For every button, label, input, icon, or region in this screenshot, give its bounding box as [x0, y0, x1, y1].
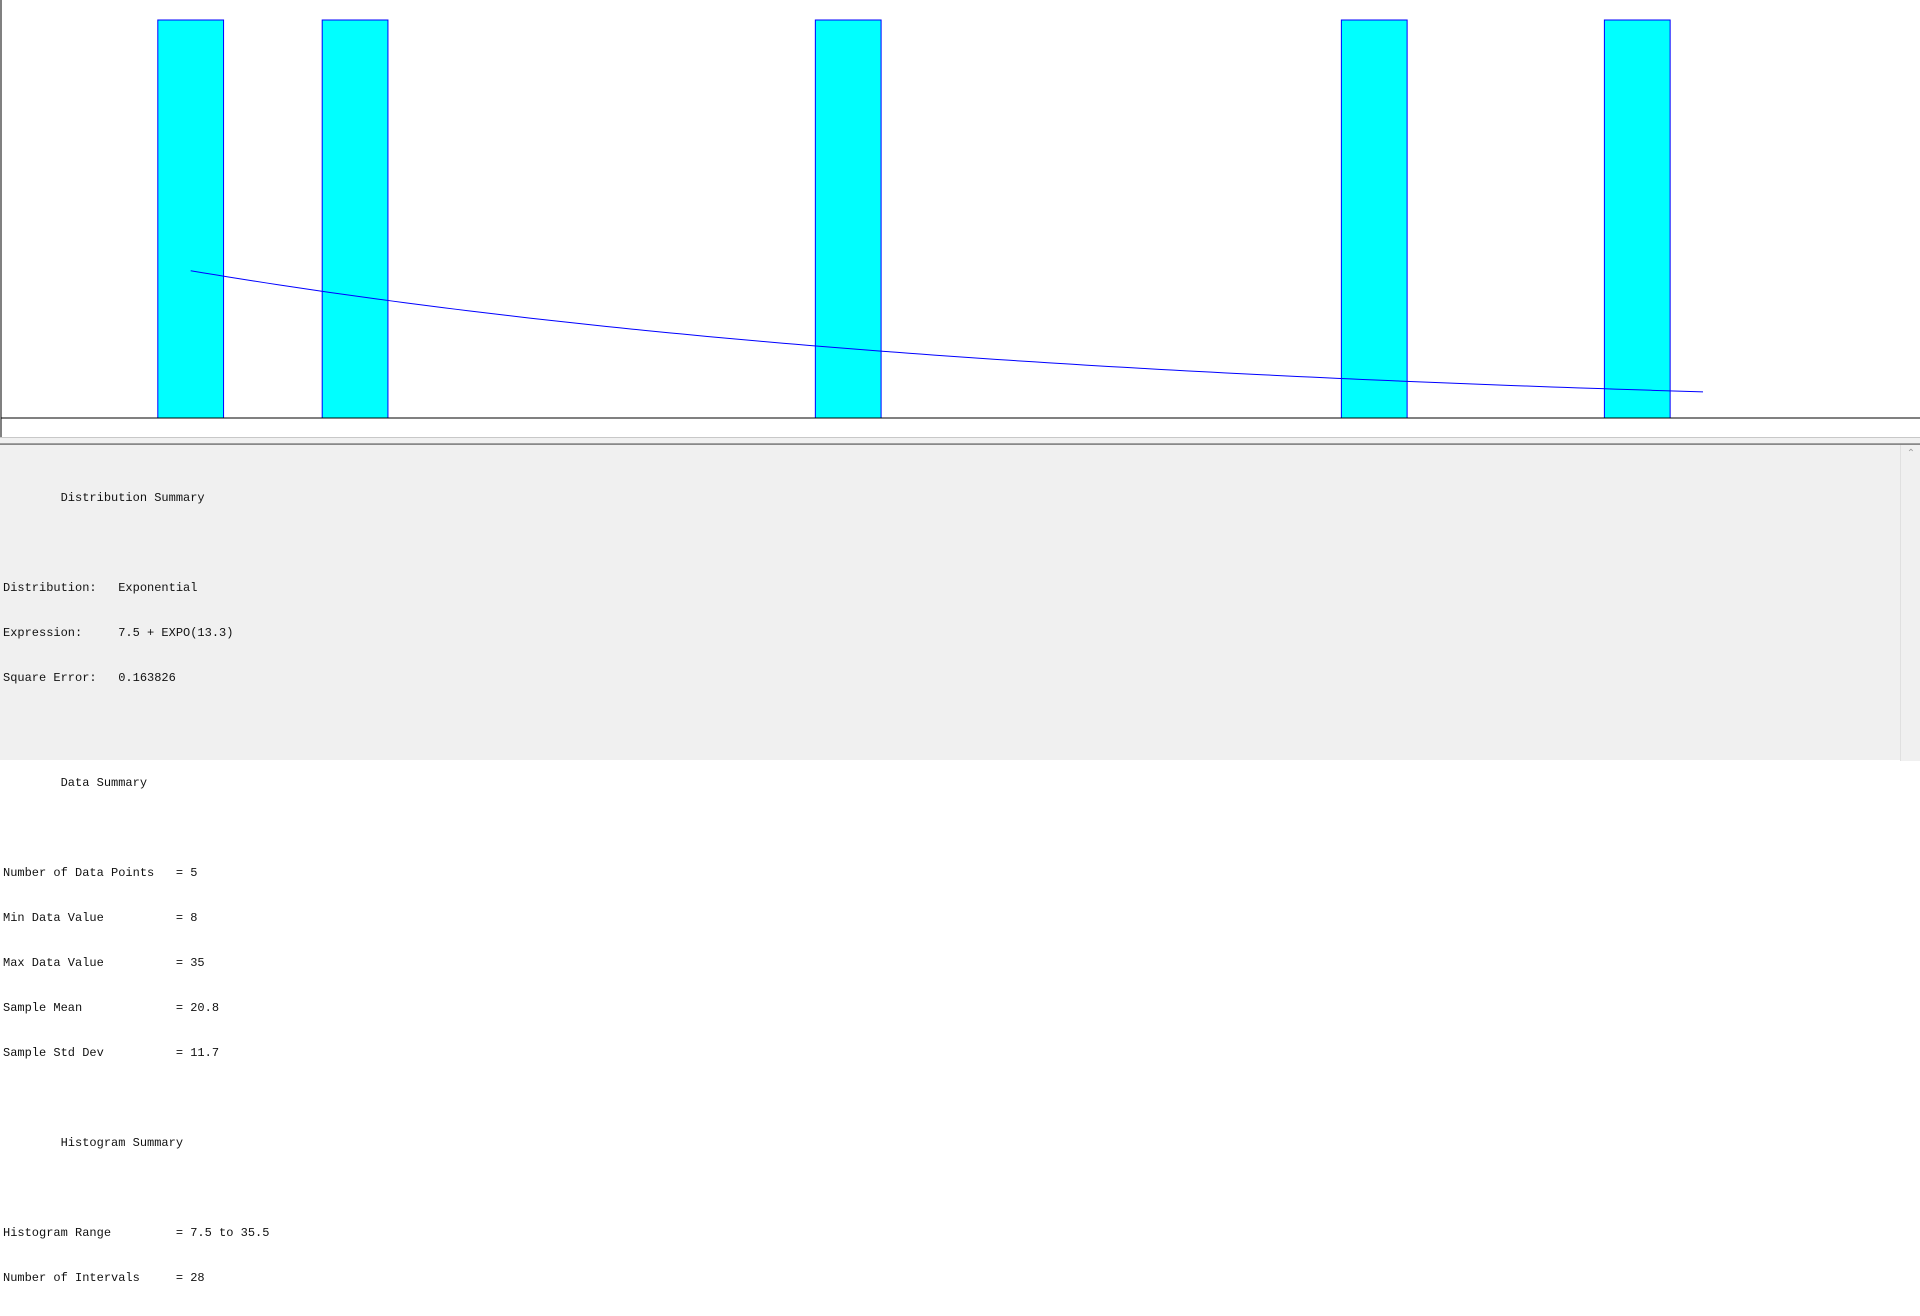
sample-std-dev-line: Sample Std Dev = 11.7 — [3, 1046, 220, 1060]
summary-report-text: Distribution Summary Distribution: Expon… — [3, 461, 269, 1316]
data-summary-heading: Data Summary — [60, 776, 148, 790]
histogram-bars — [157, 19, 1671, 419]
distribution-line: Distribution: Exponential — [3, 581, 198, 595]
square-error-line: Square Error: 0.163826 — [3, 671, 176, 685]
fitted-exponential-curve — [190, 270, 1704, 393]
max-data-value-line: Max Data Value = 35 — [3, 956, 205, 970]
chevron-up-icon[interactable]: ⌃ — [1906, 448, 1916, 459]
histogram-bar — [321, 19, 389, 419]
vertical-scrollbar[interactable]: ⌃ — [1900, 445, 1920, 761]
histogram-chart-pane — [0, 0, 1920, 437]
sample-mean-line: Sample Mean = 20.8 — [3, 1001, 220, 1015]
histogram-bar — [157, 19, 225, 419]
distribution-summary-heading: Distribution Summary — [60, 491, 205, 505]
summary-report-pane: Distribution Summary Distribution: Expon… — [0, 444, 1920, 1285]
histogram-bar — [814, 19, 882, 419]
min-data-value-line: Min Data Value = 8 — [3, 911, 198, 925]
number-of-data-points-line: Number of Data Points = 5 — [3, 866, 198, 880]
histogram-bar — [1340, 19, 1408, 419]
histogram-bar — [1603, 19, 1671, 419]
histogram-range-line: Histogram Range = 7.5 to 35.5 — [3, 1226, 270, 1240]
pane-splitter[interactable] — [0, 437, 1920, 444]
number-of-intervals-line: Number of Intervals = 28 — [3, 1271, 205, 1285]
expression-line: Expression: 7.5 + EXPO(13.3) — [3, 626, 234, 640]
histogram-chart — [0, 0, 1920, 437]
histogram-summary-heading: Histogram Summary — [60, 1136, 184, 1150]
